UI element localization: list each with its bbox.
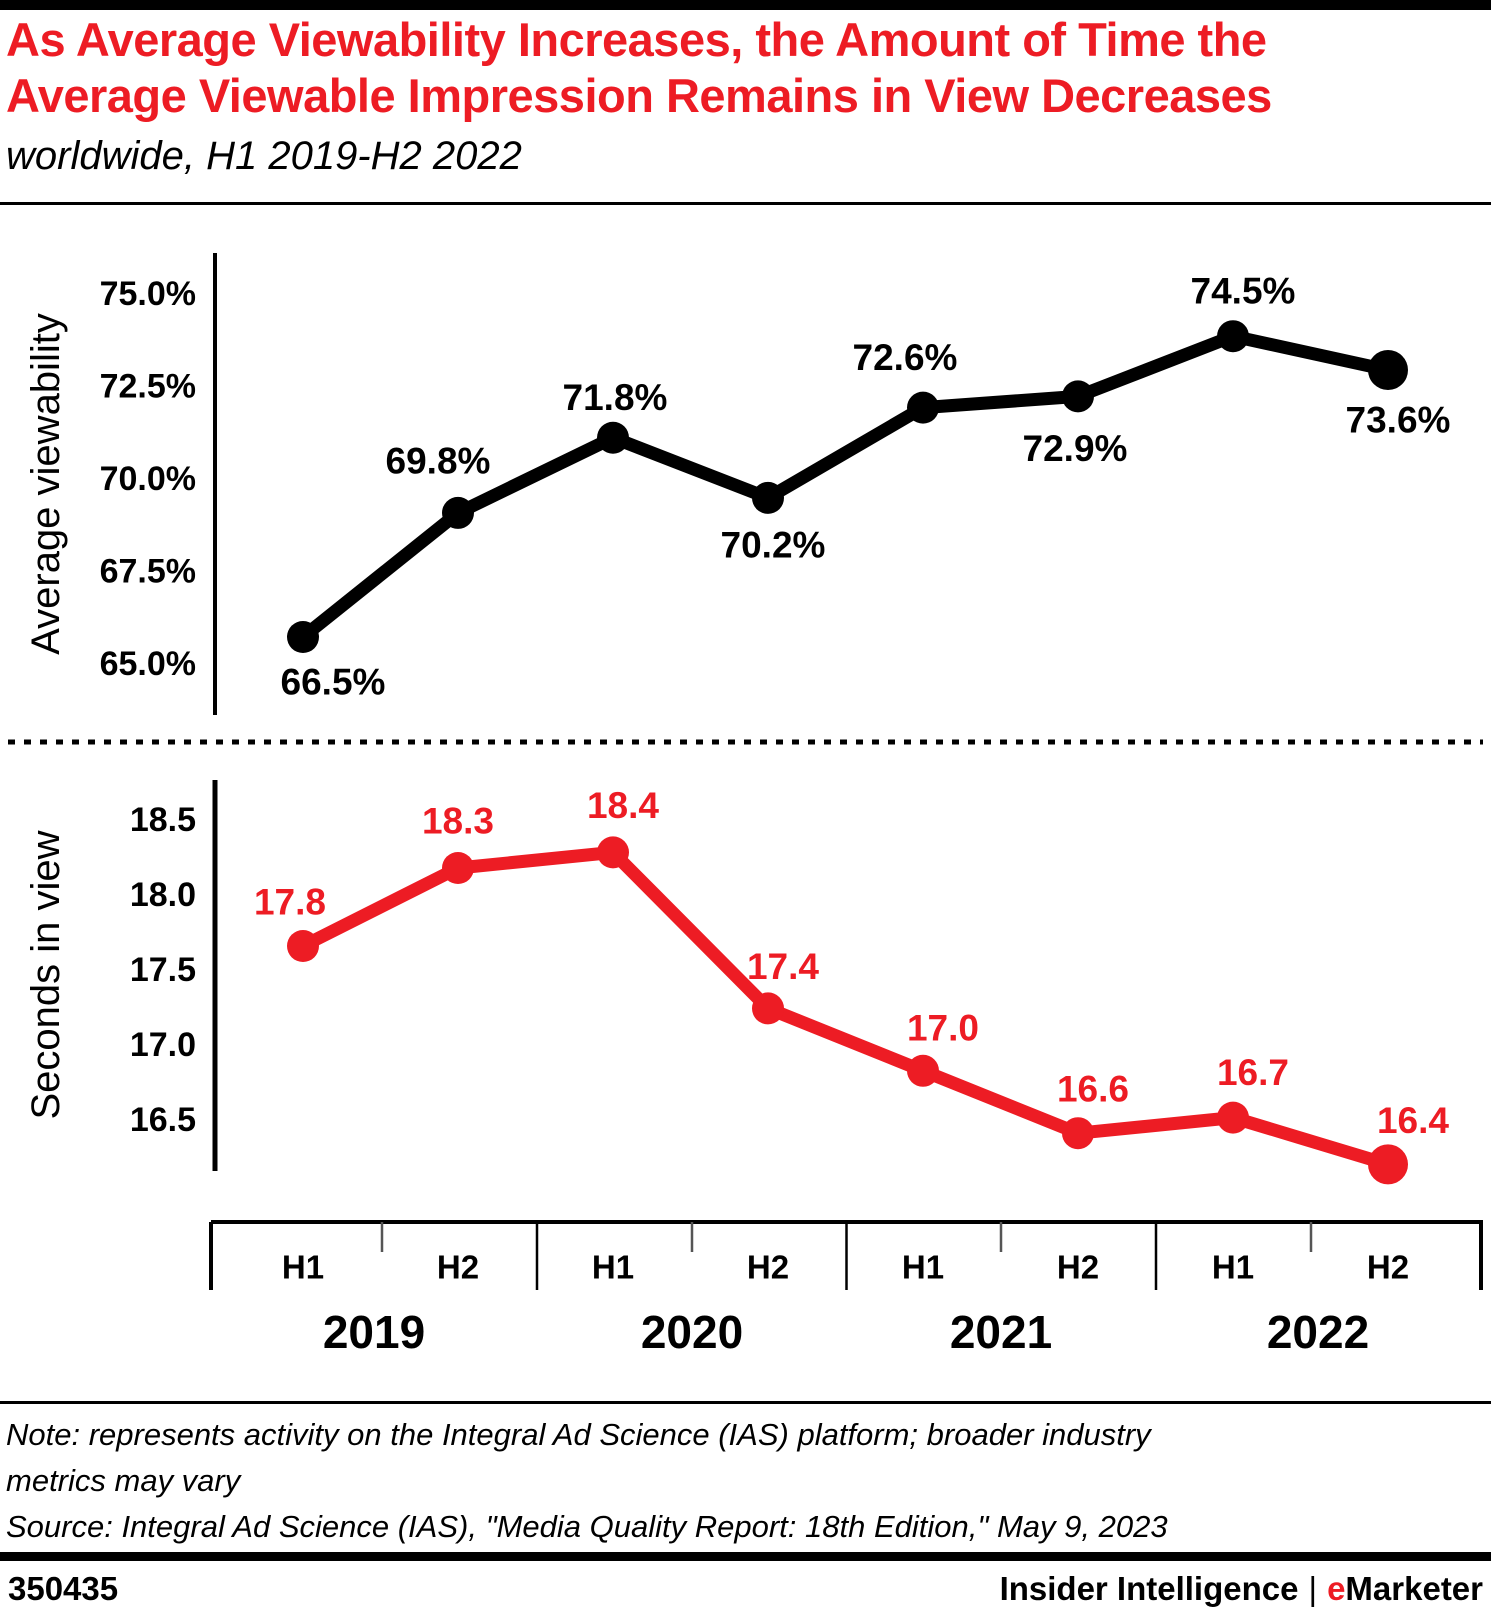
bottom-data-point (597, 836, 629, 869)
note-line2: metrics may vary (6, 1463, 241, 1498)
top-data-point (752, 481, 784, 514)
bottom-data-label: 17.0 (907, 1007, 979, 1048)
top-data-point (907, 391, 939, 424)
top-black-bar (0, 0, 1491, 10)
top-y-tick-label: 67.5% (100, 553, 196, 591)
top-data-point (442, 496, 474, 529)
top-data-label: 73.6% (1346, 400, 1451, 441)
bottom-y-tick-label: 18.5 (130, 801, 196, 839)
top-data-label: 70.2% (721, 524, 826, 565)
top-y-tick-label: 70.0% (100, 460, 196, 498)
brand-insider-intelligence: Insider Intelligence (999, 1570, 1299, 1607)
source-line: Source: Integral Ad Science (IAS), "Medi… (6, 1509, 1168, 1544)
branding: Insider Intelligence | eMarketer (1000, 1570, 1483, 1608)
chart-title: As Average Viewability Increases, the Am… (6, 12, 1489, 124)
brand-emarketer: eMarketer (1327, 1570, 1483, 1607)
x-axis-year-label: 2021 (950, 1306, 1052, 1358)
bottom-data-point (1368, 1144, 1408, 1185)
brand-separator: | (1308, 1570, 1318, 1607)
bottom-data-label: 18.4 (587, 785, 659, 826)
top-y-tick-label: 72.5% (100, 368, 196, 406)
bottom-data-point (287, 930, 319, 962)
bottom-data-point (907, 1054, 939, 1087)
chart-subtitle: worldwide, H1 2019-H2 2022 (6, 134, 522, 178)
bottom-data-point (442, 852, 474, 884)
note-line1: Note: represents activity on the Integra… (6, 1417, 1151, 1452)
top-y-tick-label: 75.0% (100, 275, 196, 313)
bottom-data-label: 17.4 (747, 946, 819, 987)
bottom-black-bar (0, 1552, 1491, 1561)
footnote-divider (0, 1401, 1491, 1404)
top-y-tick-label: 65.0% (100, 645, 196, 683)
bottom-y-tick-label: 18.0 (130, 876, 196, 914)
top-data-label: 71.8% (563, 377, 668, 418)
top-data-label: 74.5% (1191, 271, 1296, 312)
x-axis-half-label: H2 (437, 1249, 479, 1286)
bottom-data-point (1217, 1101, 1249, 1134)
top-data-point (597, 421, 629, 454)
x-axis-year-label: 2020 (641, 1306, 743, 1358)
x-axis-half-label: H1 (1212, 1249, 1254, 1286)
top-data-label: 66.5% (281, 662, 386, 703)
top-y-axis-title: Average viewability (24, 313, 68, 655)
bottom-y-tick-label: 16.5 (130, 1101, 196, 1139)
top-data-point (287, 621, 319, 653)
top-data-label: 72.9% (1023, 428, 1128, 469)
x-axis-year-label: 2022 (1267, 1306, 1369, 1358)
x-axis-half-label: H2 (1057, 1249, 1099, 1286)
bottom-line-series (296, 845, 1395, 1171)
top-line-series (296, 329, 1395, 644)
bottom-data-label: 16.6 (1057, 1069, 1129, 1110)
footer: 350435 Insider Intelligence | eMarketer (0, 1566, 1491, 1612)
x-axis-half-label: H2 (747, 1249, 789, 1286)
x-axis-year-label: 2019 (323, 1306, 425, 1358)
bottom-data-label: 17.8 (254, 882, 326, 923)
bottom-y-axis-title: Seconds in view (24, 830, 68, 1119)
bottom-data-point (752, 992, 784, 1025)
x-axis-half-label: H1 (902, 1249, 944, 1286)
top-data-point (1217, 320, 1249, 353)
bottom-data-label: 16.7 (1217, 1052, 1289, 1093)
bottom-y-tick-label: 17.0 (130, 1026, 196, 1064)
chart-id: 350435 (8, 1570, 119, 1607)
top-data-point (1368, 350, 1408, 391)
top-data-point (1062, 380, 1094, 413)
bottom-data-label: 18.3 (422, 801, 494, 842)
chart-title-line2: Average Viewable Impression Remains in V… (6, 69, 1272, 122)
brand-emarketer-rest: Marketer (1345, 1570, 1483, 1607)
bottom-y-tick-label: 17.5 (130, 951, 196, 989)
top-data-label: 69.8% (386, 440, 491, 481)
x-axis-half-label: H1 (282, 1249, 324, 1286)
footnote: Note: represents activity on the Integra… (6, 1412, 1485, 1550)
top-data-label: 72.6% (853, 337, 958, 378)
bottom-data-point (1062, 1117, 1094, 1150)
chart-title-line1: As Average Viewability Increases, the Am… (6, 13, 1267, 66)
bottom-data-label: 16.4 (1377, 1100, 1449, 1141)
header-divider (0, 202, 1491, 205)
brand-emarketer-e: e (1327, 1570, 1346, 1607)
x-axis-half-label: H1 (592, 1249, 634, 1286)
x-axis-half-label: H2 (1367, 1249, 1409, 1286)
